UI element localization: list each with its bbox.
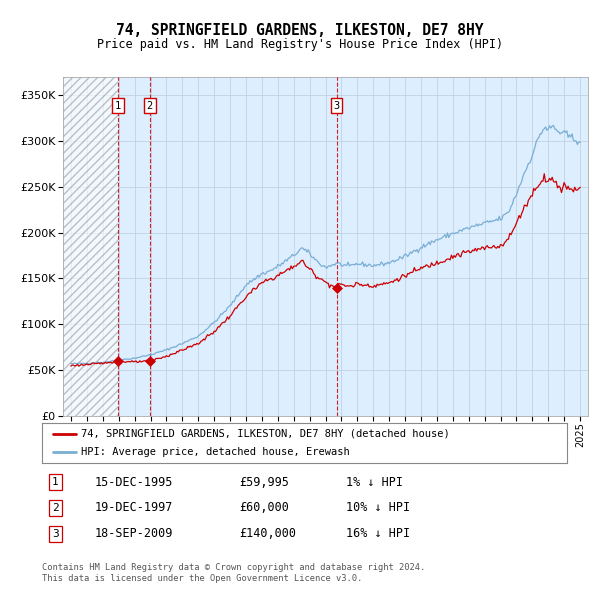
Text: £60,000: £60,000 xyxy=(239,501,289,514)
Bar xyxy=(63,77,118,416)
Text: 1% ↓ HPI: 1% ↓ HPI xyxy=(347,476,404,489)
Text: 10% ↓ HPI: 10% ↓ HPI xyxy=(347,501,410,514)
Text: £59,995: £59,995 xyxy=(239,476,289,489)
Text: 19-DEC-1997: 19-DEC-1997 xyxy=(95,501,173,514)
Text: 1: 1 xyxy=(115,100,121,110)
Text: 3: 3 xyxy=(52,529,59,539)
Text: £140,000: £140,000 xyxy=(239,527,296,540)
Text: 15-DEC-1995: 15-DEC-1995 xyxy=(95,476,173,489)
Text: Contains HM Land Registry data © Crown copyright and database right 2024.: Contains HM Land Registry data © Crown c… xyxy=(42,563,425,572)
Text: This data is licensed under the Open Government Licence v3.0.: This data is licensed under the Open Gov… xyxy=(42,573,362,583)
Text: 74, SPRINGFIELD GARDENS, ILKESTON, DE7 8HY: 74, SPRINGFIELD GARDENS, ILKESTON, DE7 8… xyxy=(116,23,484,38)
Text: 74, SPRINGFIELD GARDENS, ILKESTON, DE7 8HY (detached house): 74, SPRINGFIELD GARDENS, ILKESTON, DE7 8… xyxy=(82,429,450,439)
Text: 2: 2 xyxy=(147,100,153,110)
Text: Price paid vs. HM Land Registry's House Price Index (HPI): Price paid vs. HM Land Registry's House … xyxy=(97,38,503,51)
Text: HPI: Average price, detached house, Erewash: HPI: Average price, detached house, Erew… xyxy=(82,447,350,457)
Text: 18-SEP-2009: 18-SEP-2009 xyxy=(95,527,173,540)
Text: 1: 1 xyxy=(52,477,59,487)
Text: 2: 2 xyxy=(52,503,59,513)
Text: 3: 3 xyxy=(334,100,340,110)
Text: 16% ↓ HPI: 16% ↓ HPI xyxy=(347,527,410,540)
